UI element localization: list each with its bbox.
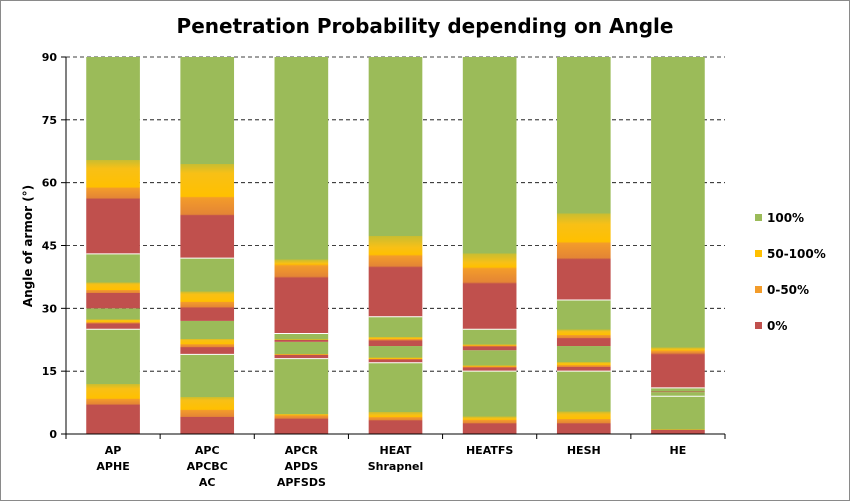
bar-segment-0-50-3 bbox=[368, 346, 423, 363]
bar-segment-0-50-5 bbox=[556, 346, 611, 372]
bar-segment-100-6 bbox=[651, 57, 705, 388]
x-category-label: APC bbox=[195, 444, 220, 457]
bar-segment-0-2 bbox=[274, 358, 329, 434]
x-category-label: HESH bbox=[567, 444, 601, 457]
legend-swatch bbox=[755, 250, 762, 257]
y-tick-label: 75 bbox=[42, 114, 57, 127]
x-category-label: HE bbox=[670, 444, 687, 457]
bar-segment-100-5 bbox=[556, 57, 611, 300]
bar-segment-50-100-1 bbox=[180, 258, 235, 321]
y-tick-label: 45 bbox=[42, 240, 57, 253]
bar-segment-0-50-0 bbox=[86, 308, 140, 330]
x-category-labels: AP APHE APC APCBC AC APCR APDS APFSDS HEAT Shrapn… bbox=[96, 444, 686, 489]
x-category-label: APCBC bbox=[187, 460, 228, 473]
x-category-label: AC bbox=[199, 476, 216, 489]
bar-segment-100-1 bbox=[180, 57, 235, 259]
x-category-label: AP bbox=[105, 444, 122, 457]
y-tick-label: 30 bbox=[42, 302, 58, 315]
x-category-label: APHE bbox=[96, 460, 129, 473]
legend: 100% 50-100% 0-50% 0% bbox=[755, 211, 826, 333]
y-tick-label: 15 bbox=[42, 365, 57, 378]
x-category-label: APFSDS bbox=[277, 476, 326, 489]
y-axis-label: Angle of armor (°) bbox=[21, 185, 35, 307]
bar-segment-50-100-3 bbox=[368, 316, 423, 347]
x-category-label: Shrapnel bbox=[368, 460, 424, 473]
x-category-label: APDS bbox=[285, 460, 319, 473]
legend-swatch bbox=[755, 322, 762, 329]
x-category-label: APCR bbox=[285, 444, 319, 457]
bar-segment-0-50-2 bbox=[274, 341, 329, 359]
bar-segment-0-4 bbox=[462, 371, 517, 434]
legend-label: 0-50% bbox=[767, 283, 809, 297]
bar-segment-0-50-6 bbox=[651, 392, 705, 397]
bar-segment-50-100-0 bbox=[86, 253, 140, 309]
legend-swatch bbox=[755, 286, 762, 293]
bar-segment-50-100-4 bbox=[462, 329, 517, 351]
y-tick-label: 0 bbox=[49, 428, 57, 441]
x-category-label: HEAT bbox=[380, 444, 412, 457]
bar-segment-0-1 bbox=[180, 354, 235, 434]
x-category-label: HEATFS bbox=[466, 444, 513, 457]
bar-segment-0-5 bbox=[556, 371, 611, 434]
y-tick-label: 60 bbox=[42, 177, 58, 190]
y-tick-label: 90 bbox=[42, 51, 58, 64]
bar-segment-100-3 bbox=[368, 57, 423, 317]
legend-swatch bbox=[755, 214, 762, 221]
bar-segment-100-0 bbox=[86, 57, 140, 254]
bar-segment-100-4 bbox=[462, 57, 517, 330]
bar-segment-100-2 bbox=[274, 57, 329, 334]
bar-segment-0-6 bbox=[651, 396, 705, 434]
legend-label: 100% bbox=[767, 211, 804, 225]
axes bbox=[61, 56, 726, 439]
bar-segment-50-100-6 bbox=[651, 387, 705, 393]
bar-segment-50-100-5 bbox=[556, 299, 611, 347]
bar-segment-0-50-1 bbox=[180, 320, 235, 355]
legend-label: 0% bbox=[767, 319, 787, 333]
bar-segment-0-0 bbox=[86, 329, 140, 434]
bar-segment-0-50-4 bbox=[462, 350, 517, 372]
bar-segment-0-3 bbox=[368, 362, 423, 434]
legend-label: 50-100% bbox=[767, 247, 826, 261]
bars bbox=[86, 57, 705, 434]
chart-title: Penetration Probability depending on Ang… bbox=[177, 14, 674, 38]
bar-segment-50-100-2 bbox=[274, 333, 329, 342]
y-tick-labels: 0 15 30 45 60 75 90 bbox=[42, 51, 58, 441]
